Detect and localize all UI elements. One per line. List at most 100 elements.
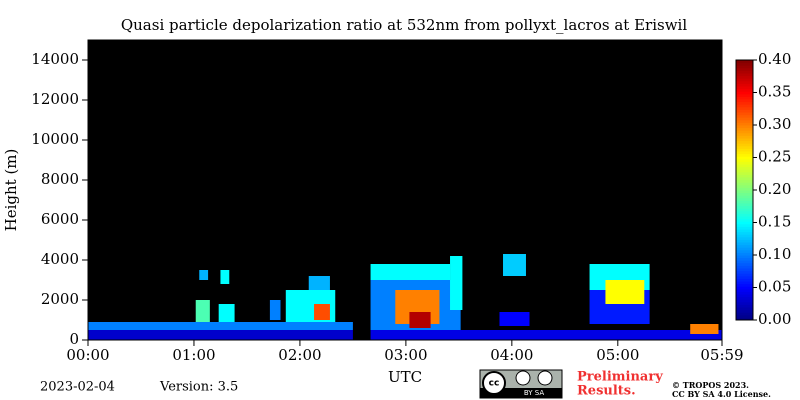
colorbar-step <box>736 80 753 84</box>
colorbar-step <box>736 101 753 105</box>
version: Version: 3.5 <box>159 380 238 395</box>
colorbar-step <box>736 278 753 282</box>
colorbar-step <box>736 190 753 194</box>
x-axis-label: UTC <box>388 368 422 386</box>
colorbar-step <box>736 275 753 279</box>
colorbar-step <box>736 249 753 253</box>
y-axis-label: Height (m) <box>2 149 20 232</box>
colorbar-step <box>736 187 753 191</box>
colorbar-step <box>736 247 753 251</box>
colorbar-step <box>736 239 753 243</box>
colorbar-tick-label: 0.40 <box>758 50 791 68</box>
colorbar-step <box>736 242 753 246</box>
colorbar-step <box>736 93 753 97</box>
y-tick-label: 2000 <box>41 290 79 308</box>
colorbar-step <box>736 234 753 238</box>
heatmap-cell <box>503 254 526 276</box>
colorbar-step <box>736 135 753 139</box>
colorbar-step <box>736 299 753 303</box>
colorbar-step <box>736 156 753 160</box>
colorbar-step <box>736 218 753 222</box>
heatmap-cell <box>88 330 353 340</box>
colorbar-step <box>736 317 753 321</box>
heatmap-cell <box>88 322 353 330</box>
colorbar-step <box>736 153 753 157</box>
colorbar-step <box>736 169 753 173</box>
colorbar-step <box>736 83 753 87</box>
colorbar-step <box>736 138 753 142</box>
colorbar-step <box>736 60 753 64</box>
colorbar-step <box>736 182 753 186</box>
colorbar-step <box>736 62 753 66</box>
colorbar-step <box>736 288 753 292</box>
colorbar-tick-label: 0.35 <box>758 83 791 101</box>
chart-title: Quasi particle depolarization ratio at 5… <box>121 16 687 34</box>
colorbar-step <box>736 132 753 136</box>
colorbar-step <box>736 112 753 116</box>
colorbar-step <box>736 148 753 152</box>
y-tick-label: 8000 <box>41 170 79 188</box>
colorbar-step <box>736 73 753 77</box>
colorbar-step <box>736 104 753 108</box>
colorbar-step <box>736 65 753 69</box>
colorbar-step <box>736 257 753 261</box>
colorbar-step <box>736 229 753 233</box>
colorbar-step <box>736 174 753 178</box>
colorbar-step <box>736 281 753 285</box>
colorbar-tick-label: 0.15 <box>758 213 791 231</box>
colorbar-step <box>736 161 753 165</box>
colorbar-step <box>736 252 753 256</box>
colorbar-step <box>736 67 753 71</box>
colorbar-step <box>736 99 753 103</box>
colorbar-step <box>736 223 753 227</box>
y-tick-label: 6000 <box>41 210 79 228</box>
colorbar-step <box>736 70 753 74</box>
heatmap-cell <box>370 264 451 280</box>
heatmap-cell <box>605 280 645 304</box>
colorbar-step <box>736 195 753 199</box>
copyright: CC BY SA 4.0 License. <box>672 389 771 399</box>
colorbar-step <box>736 197 753 201</box>
colorbar-step <box>736 307 753 311</box>
colorbar-step <box>736 130 753 134</box>
plot-frame <box>87 39 723 341</box>
colorbar-step <box>736 273 753 277</box>
colorbar-step <box>736 301 753 305</box>
heatmap-cell <box>269 300 281 320</box>
colorbar-step <box>736 91 753 95</box>
colorbar-step <box>736 312 753 316</box>
x-tick-label: 05:00 <box>596 346 639 364</box>
heatmap-cell <box>314 304 330 320</box>
notice: Preliminary <box>577 370 663 385</box>
notice: Results. <box>577 384 636 399</box>
colorbar-step <box>736 166 753 170</box>
colorbar-step <box>736 294 753 298</box>
license-badge: cc BY SA <box>479 369 563 399</box>
colorbar-step <box>736 262 753 266</box>
y-tick-label: 10000 <box>31 130 79 148</box>
colorbar-step <box>736 117 753 121</box>
colorbar-step <box>736 291 753 295</box>
colorbar-step <box>736 296 753 300</box>
colorbar-step <box>736 236 753 240</box>
colorbar-step <box>736 78 753 82</box>
y-tick-label: 12000 <box>31 90 79 108</box>
heatmap-cell <box>499 312 530 326</box>
colorbar-step <box>736 270 753 274</box>
colorbar-tick-label: 0.30 <box>758 115 791 133</box>
colorbar-step <box>736 114 753 118</box>
colorbar-tick-label: 0.00 <box>758 310 791 328</box>
x-tick-label: 03:00 <box>384 346 427 364</box>
colorbar-step <box>736 286 753 290</box>
colorbar-step <box>736 179 753 183</box>
cc-text: cc <box>489 379 500 389</box>
colorbar-step <box>736 309 753 313</box>
colorbar-step <box>736 208 753 212</box>
date: 2023-02-04 <box>40 380 115 395</box>
colorbar-step <box>736 125 753 129</box>
colorbar-step <box>736 200 753 204</box>
colorbar-step <box>736 205 753 209</box>
colorbar-tick-label: 0.20 <box>758 180 791 198</box>
heatmap-cell <box>308 276 330 290</box>
